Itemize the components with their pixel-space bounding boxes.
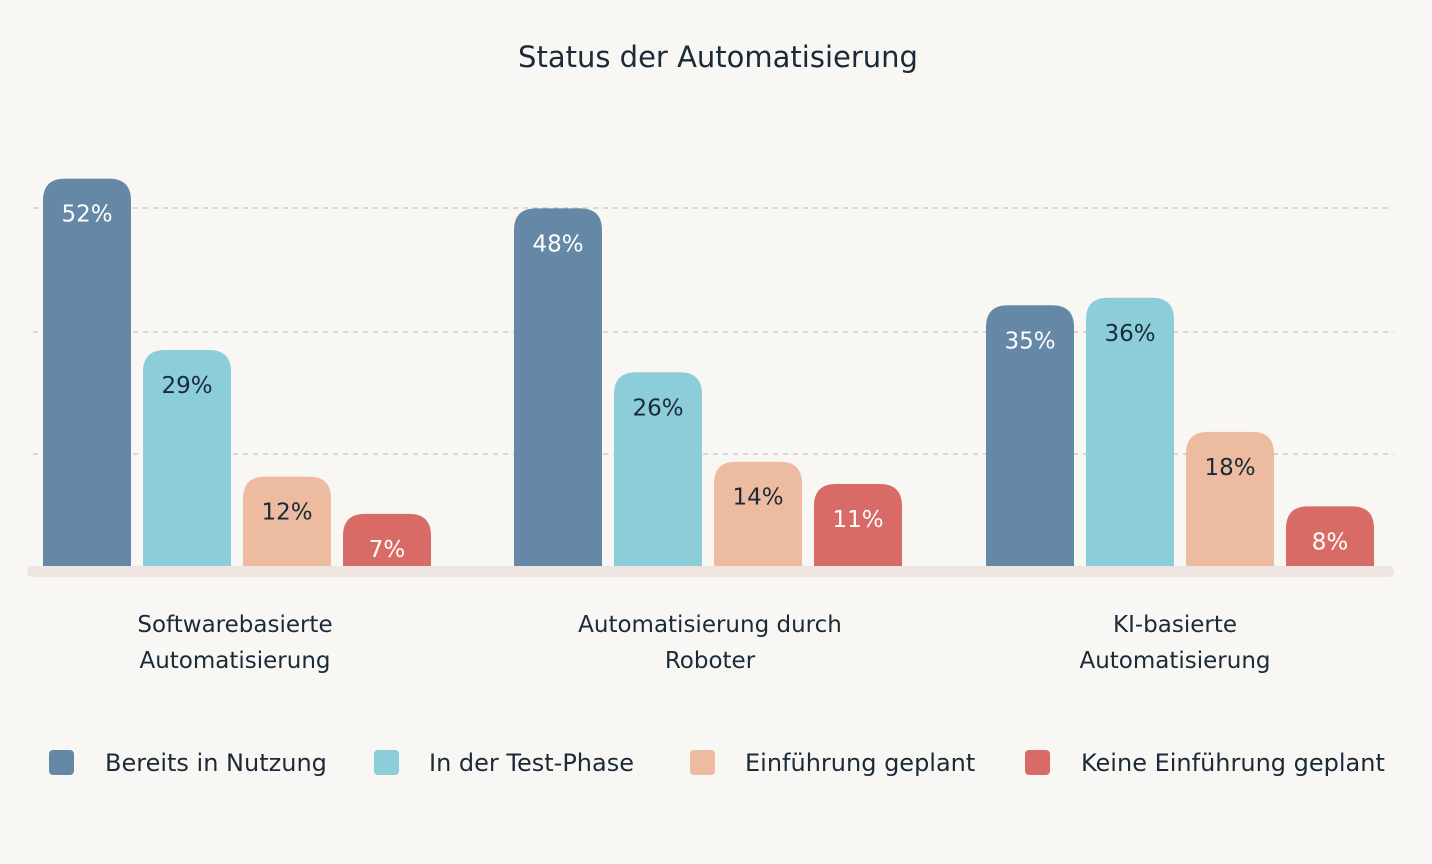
bar [1186, 431, 1274, 566]
bar [343, 513, 431, 566]
bar [714, 461, 802, 566]
category-label: Softwarebasierte [137, 612, 332, 638]
data-label: 8% [1312, 529, 1349, 555]
data-label: 35% [1004, 328, 1055, 354]
data-label: 14% [732, 485, 783, 511]
bar [514, 208, 602, 566]
category-label: KI-basierte [1113, 612, 1237, 638]
legend-swatch [374, 750, 399, 775]
category-label: Automatisierung durch [578, 612, 842, 638]
bar [243, 476, 331, 566]
data-label: 12% [261, 500, 312, 526]
bar [143, 349, 231, 566]
legend-swatch [690, 750, 715, 775]
category-label: Automatisierung [139, 648, 330, 674]
legend-label: Keine Einführung geplant [1081, 749, 1385, 777]
legend-label: Bereits in Nutzung [105, 749, 327, 777]
bar [986, 305, 1074, 566]
data-label: 26% [632, 395, 683, 421]
data-label: 18% [1204, 455, 1255, 481]
bar [814, 484, 902, 566]
chart-title: Status der Automatisierung [518, 40, 918, 74]
bar [1286, 506, 1374, 566]
data-label: 52% [61, 202, 112, 228]
data-label: 7% [369, 537, 406, 563]
legend-swatch [1025, 750, 1050, 775]
category-label: Roboter [665, 648, 756, 674]
legend-label: Einführung geplant [745, 749, 975, 777]
legend-swatch [49, 750, 74, 775]
bar [43, 178, 131, 566]
data-label: 36% [1104, 321, 1155, 347]
category-label: Automatisierung [1079, 648, 1270, 674]
data-label: 48% [532, 231, 583, 257]
bar [614, 372, 702, 566]
legend-label: In der Test-Phase [429, 749, 634, 777]
bar [1086, 297, 1174, 566]
baseline [27, 566, 1394, 577]
data-label: 29% [161, 373, 212, 399]
data-label: 11% [832, 507, 883, 533]
